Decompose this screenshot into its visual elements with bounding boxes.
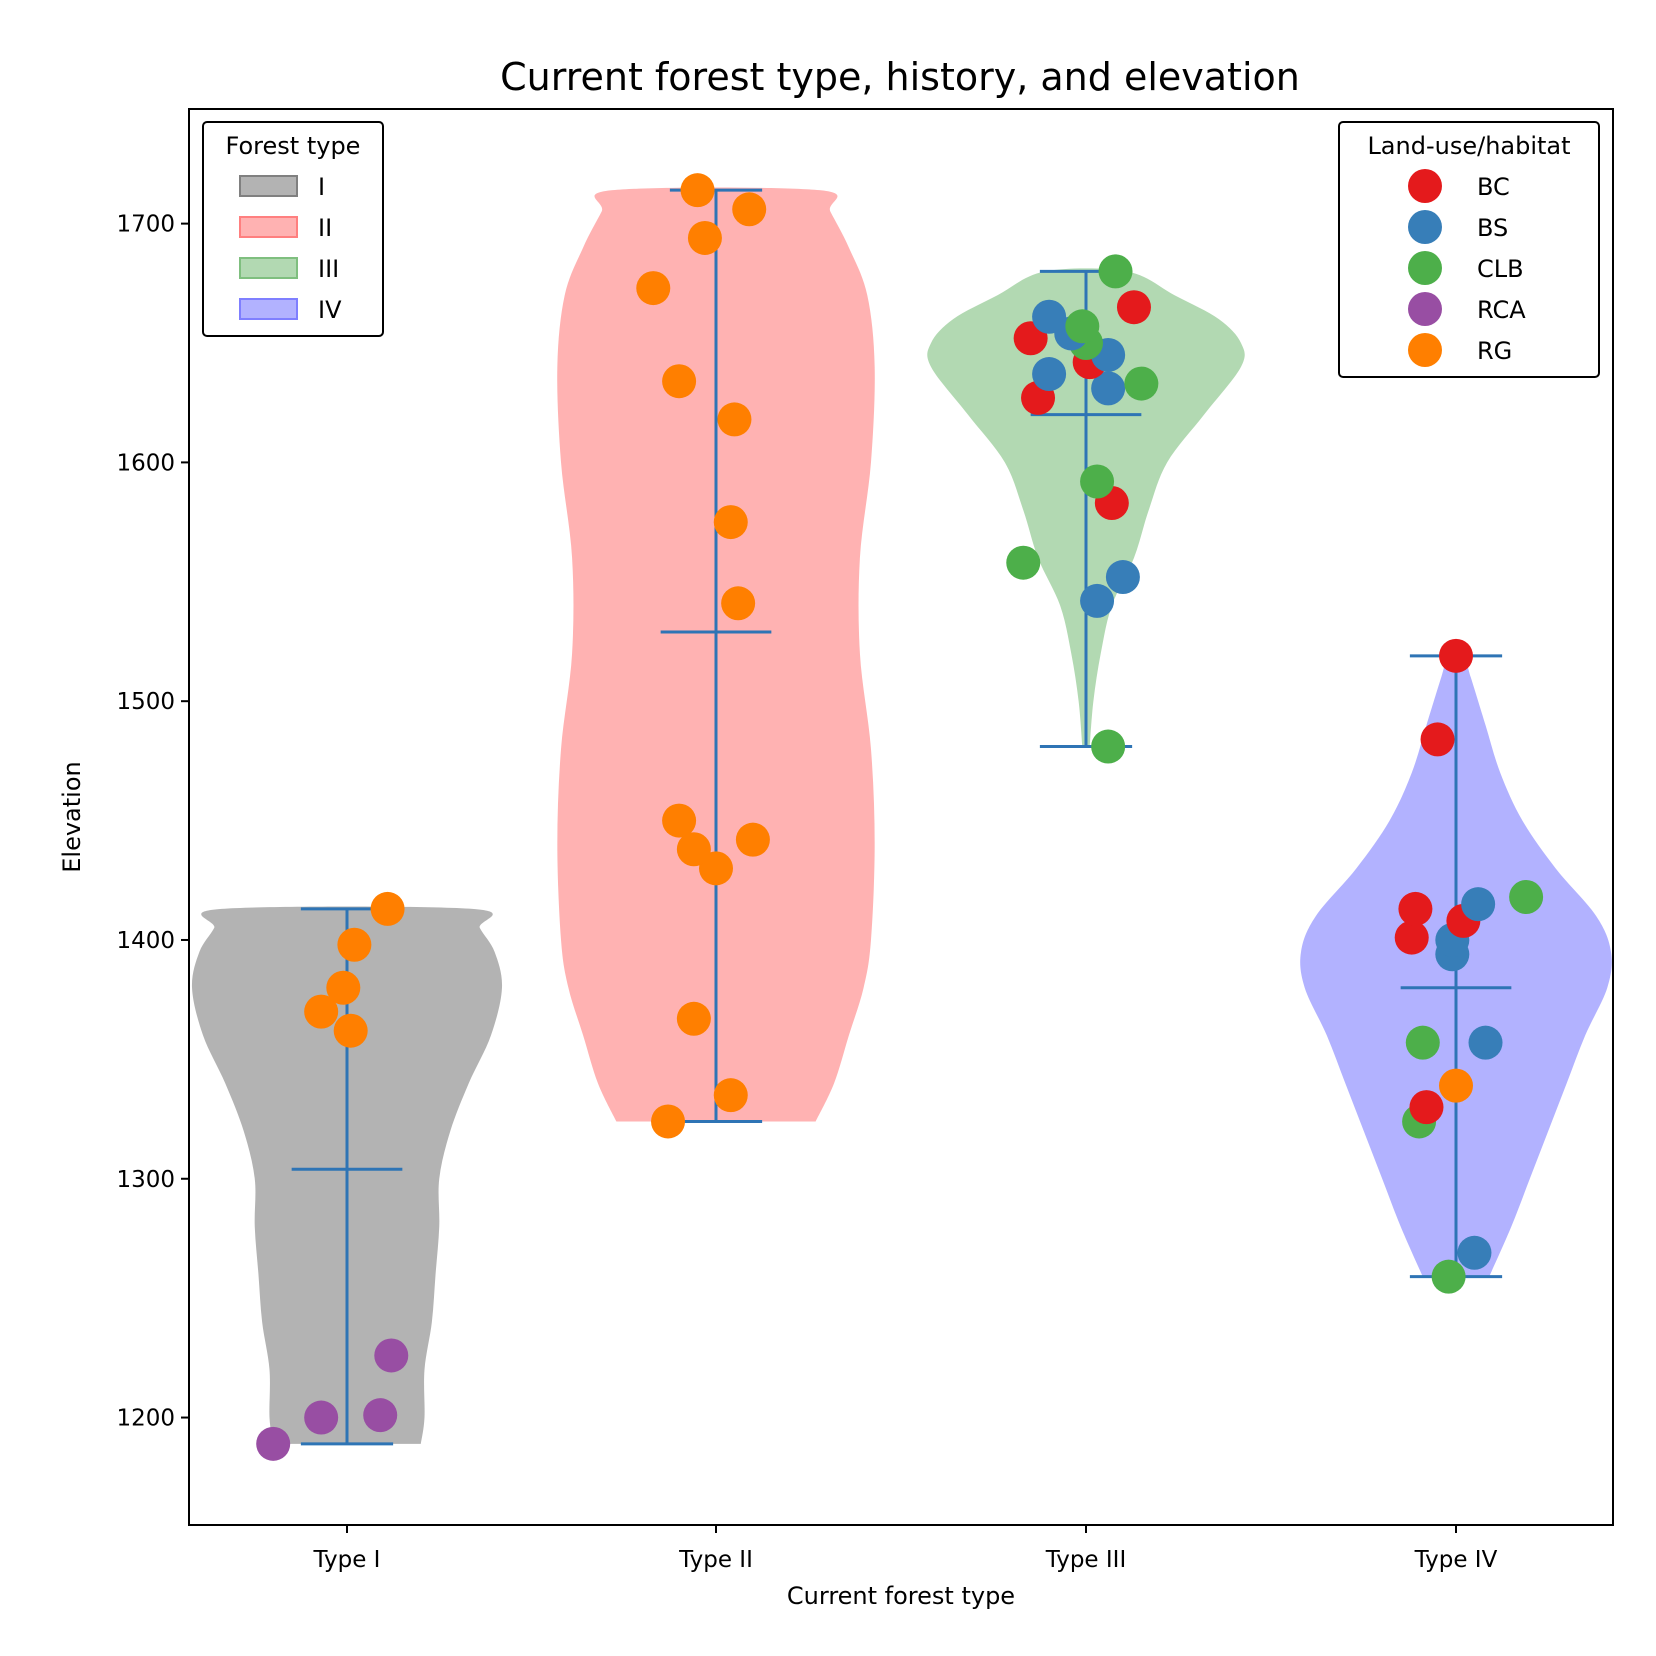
y-tick-label: 1500 <box>116 689 175 715</box>
data-point-rg <box>732 192 767 227</box>
habitat-legend-title: Land-use/habitat <box>1367 132 1570 160</box>
habitat-legend-label: CLB <box>1477 255 1524 283</box>
habitat-legend-marker <box>1408 210 1442 244</box>
data-point-bs <box>1032 357 1067 392</box>
data-point-rg <box>680 173 715 208</box>
x-tick-label: Type III <box>1045 1547 1127 1573</box>
habitat-legend-marker <box>1408 251 1442 285</box>
data-point-clb <box>1098 254 1133 289</box>
data-point-bc <box>1116 290 1151 325</box>
data-point-bs <box>1461 887 1496 922</box>
data-point-clb <box>1006 545 1041 580</box>
forest-legend-swatch <box>239 216 298 238</box>
y-tick-label: 1300 <box>116 1167 175 1193</box>
data-point-clb <box>1124 366 1159 401</box>
habitat-legend-label: BS <box>1477 214 1508 242</box>
data-point-rg <box>717 402 752 437</box>
y-tick-label: 1200 <box>116 1406 175 1432</box>
y-tick-label: 1600 <box>116 450 175 476</box>
forest-legend-swatch <box>239 257 298 279</box>
data-point-rg <box>333 1013 368 1048</box>
x-axis: Type I Type II Type III Type IV <box>313 1525 1498 1573</box>
habitat-legend-box <box>1338 121 1600 378</box>
data-point-rg <box>636 271 671 306</box>
data-point-bs <box>1032 299 1067 334</box>
forest-legend-label: II <box>318 214 332 242</box>
extrema-mean-markers <box>291 188 1512 1446</box>
x-axis-label: Current forest type <box>787 1582 1015 1610</box>
habitat-legend-label: RCA <box>1477 296 1526 324</box>
data-point-rg <box>337 927 372 962</box>
data-point-clb <box>1091 729 1126 764</box>
data-point-rg <box>304 994 339 1029</box>
data-point-rg <box>1439 1068 1473 1103</box>
y-axis: 1200 1300 1400 1500 1600 1700 <box>116 212 189 1432</box>
habitat-legend-marker <box>1408 333 1442 367</box>
data-point-rg <box>662 803 697 838</box>
forest-legend-swatch <box>239 298 298 320</box>
plot-frame <box>188 108 1614 1526</box>
data-point-clb <box>1405 1025 1440 1060</box>
data-point-rg <box>651 1104 686 1139</box>
data-point-rg <box>687 220 722 255</box>
data-point-rca <box>304 1400 339 1435</box>
chart-title: Current forest type, history, and elevat… <box>500 55 1300 99</box>
data-point-rg <box>676 1001 711 1036</box>
data-point-clb <box>1431 1259 1466 1294</box>
data-point-bc <box>1409 1090 1444 1125</box>
forest-legend-title: Forest type <box>226 132 361 160</box>
data-point-rg <box>735 822 770 857</box>
x-tick-label: Type IV <box>1414 1547 1498 1573</box>
habitat-legend-marker <box>1408 169 1442 203</box>
data-point-rca <box>363 1398 398 1433</box>
x-tick-label: Type II <box>678 1547 753 1573</box>
habitat-legend-label: RG <box>1477 337 1512 365</box>
data-point-rg <box>662 364 697 399</box>
data-point-rg <box>699 851 733 886</box>
data-point-bs <box>1091 371 1126 406</box>
data-point-clb <box>1065 309 1100 344</box>
data-point-rg <box>721 586 756 621</box>
forest-legend-label: I <box>318 173 325 201</box>
y-axis-label: Elevation <box>58 761 86 872</box>
data-point-bc <box>1398 891 1433 926</box>
data-point-clb <box>1080 464 1115 499</box>
forest-legend-label: III <box>318 255 339 283</box>
data-point-bc <box>1394 920 1429 955</box>
habitat-legend: Land-use/habitat BC BS CLB RCA RG <box>1338 121 1600 378</box>
data-point-rg <box>676 832 711 867</box>
data-point-clb <box>1509 879 1544 914</box>
scatter-points-layer <box>256 173 1544 1461</box>
forest-legend-swatch <box>239 175 298 197</box>
y-tick-label: 1400 <box>116 928 175 954</box>
data-point-rg <box>713 1078 748 1113</box>
data-point-bs <box>1457 1235 1492 1270</box>
data-point-rg <box>326 970 361 1005</box>
data-point-bs <box>1105 560 1140 595</box>
data-point-bs <box>1468 1025 1503 1060</box>
y-tick-label: 1700 <box>116 212 175 238</box>
data-point-rca <box>374 1338 409 1373</box>
data-point-bc <box>1439 638 1473 673</box>
habitat-legend-label: BC <box>1477 173 1510 201</box>
data-point-rg <box>370 891 405 926</box>
data-point-bs <box>1080 583 1115 618</box>
data-point-rca <box>256 1426 291 1461</box>
habitat-legend-marker <box>1408 292 1442 326</box>
x-tick-label: Type I <box>313 1547 381 1573</box>
forest-legend-label: IV <box>318 296 342 324</box>
data-point-rg <box>713 505 748 540</box>
data-point-bc <box>1420 722 1455 757</box>
